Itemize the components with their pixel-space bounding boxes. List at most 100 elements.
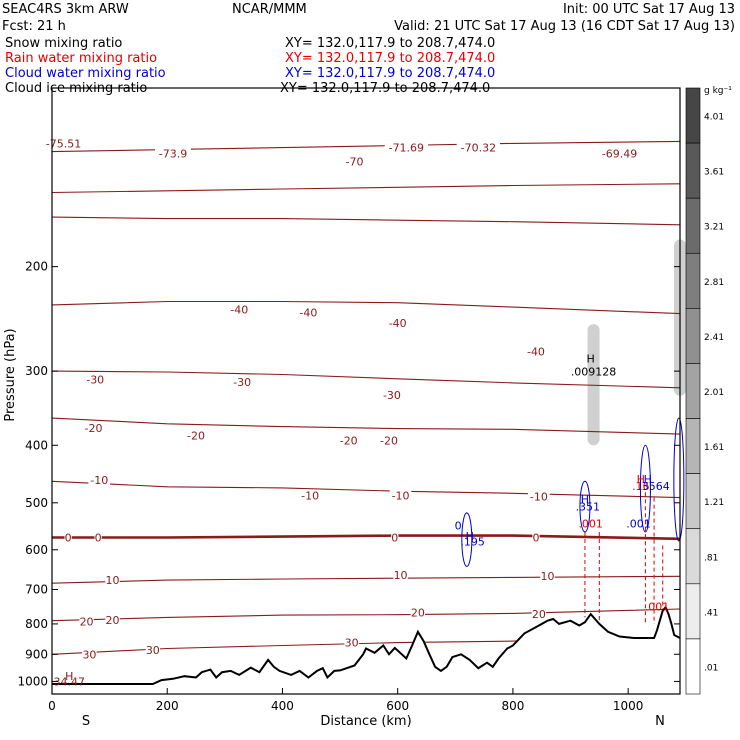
contour-label-bg-14 [185,429,207,441]
y-tick-label: 800 [25,617,48,631]
contour-label: -40 [299,307,317,320]
contour-label-bg-11 [231,376,253,388]
extreme-label: 0 [455,520,462,533]
colorbar-swatch [685,583,701,640]
y-tick-label: 600 [25,543,48,557]
contour-label: 20 [532,608,546,621]
init-time: Init: 00 UTC Sat 17 Aug 13 [563,2,735,17]
contour-label-bg-32 [82,648,97,660]
extreme-label: H [581,493,589,506]
contour-label: 20 [105,614,119,627]
contour-label-bg-34 [344,636,359,648]
extreme-label: H [637,473,645,486]
contour-label-bg-2 [343,155,366,167]
field-name-rain: Rain water mixing ratio [5,51,157,66]
colorbar-swatch [685,197,701,254]
y-axis-title: Pressure (hPa) [3,328,18,421]
plot-frame [51,87,681,695]
contour-label: -70.32 [461,142,496,155]
y-tick-label: 700 [25,583,48,597]
contour-label: -73.9 [159,148,187,161]
contour-label: -30 [383,389,401,402]
contour-label-bg-24 [532,531,540,543]
x-tick-label: 800 [501,699,524,713]
contour-label: -30 [233,376,251,389]
contour-label: 30 [82,648,96,661]
contour-label: 0 [532,531,539,544]
colorbar-swatch [685,473,701,530]
contour-label-bg-13 [82,421,105,433]
isotherm-minus50 [51,216,681,226]
terrain-layer [52,605,681,694]
isotherm-minus20 [51,417,681,435]
terrain-line [52,605,681,685]
extreme-label: H [587,352,595,365]
isotherm-minus30 [51,370,681,389]
contour-label-bg-26 [393,569,408,581]
colorbar-swatch [685,142,701,199]
contour-label-bg-8 [386,317,409,329]
contour-label: 30 [345,637,359,650]
isotherm-minus40 [51,300,681,315]
contour-label-bg-1 [154,147,191,159]
colorbar-swatch [685,87,701,144]
south-label: S [82,714,90,729]
colorbar-swatch [685,418,701,474]
extreme-label: H [644,473,652,486]
cloud-water-contour-1 [579,480,591,533]
extreme-label: .195 [460,535,485,548]
contour-label: -40 [230,303,248,316]
contour-label-bg-33 [145,643,161,655]
contour-label-bg-4 [456,141,500,153]
contour-label: 10 [105,574,119,587]
contour-label-bg-12 [381,388,403,400]
contour-label: 10 [540,570,554,583]
field-name-snow: Snow mixing ratio [5,36,122,51]
contour-label: -75.51 [46,137,81,150]
contour-label: 0 [95,531,102,544]
extreme-label: .3564 [638,480,670,493]
cloud-water-contour-2 [639,444,651,533]
field-xy-cloud-water: XY= 132.0,117.9 to 208.7,474.0 [285,66,495,81]
colorbar-label: 2.01 [704,388,724,398]
contour-label: -10 [90,474,108,487]
y-tick-label: 900 [25,647,48,661]
field-xy-snow: XY= 132.0,117.9 to 208.7,474.0 [285,36,495,51]
isotherm-0 [52,534,681,541]
contour-label: -10 [392,489,410,502]
y-tick-label: 200 [25,260,48,274]
contour-label-bg-19 [389,489,412,501]
contour-label-bg-22 [94,531,102,543]
contour-label-bg-16 [378,434,400,446]
colorbar-label: 2.41 [704,333,724,343]
colorbar-label: 4.01 [704,113,724,123]
colorbar-label: 3.61 [704,168,724,178]
cloud-water-contours [461,417,685,567]
contour-label-bg-10 [84,373,107,385]
x-tick-label: 1000 [613,699,644,713]
colorbar-swatch [685,363,701,419]
extreme-label: .351 [576,500,601,513]
y-tick-label: 500 [25,496,48,510]
isotherm-minus70 [51,140,681,153]
extreme-label: .16 [632,480,650,493]
extreme-label: .009128 [571,365,617,378]
contour-label: 0 [65,531,72,544]
contour-label-bg-21 [64,531,72,543]
y-tick-label: 300 [25,364,48,378]
colorbar: 4.01 3.61 3.21 2.81 2.41 2.01 1.61 1.21 .81 .41 .0… [685,87,724,695]
x-tick-label: 200 [156,699,179,713]
contour-label-bg-30 [410,606,426,618]
contour-label: -20 [187,429,205,442]
contour-label-bg-29 [105,614,120,626]
field-name-cloud-water: Cloud water mixing ratio [5,66,166,81]
contour-label-bg-28 [79,615,94,627]
colorbar-label: .81 [704,553,718,563]
colorbar-swatch [685,308,701,364]
model-title: SEAC4RS 3km ARW [2,2,129,17]
contour-label-bg-7 [297,306,320,318]
field-xy-rain: XY= 132.0,117.9 to 208.7,474.0 [285,51,495,66]
contour-label: -30 [86,374,104,387]
